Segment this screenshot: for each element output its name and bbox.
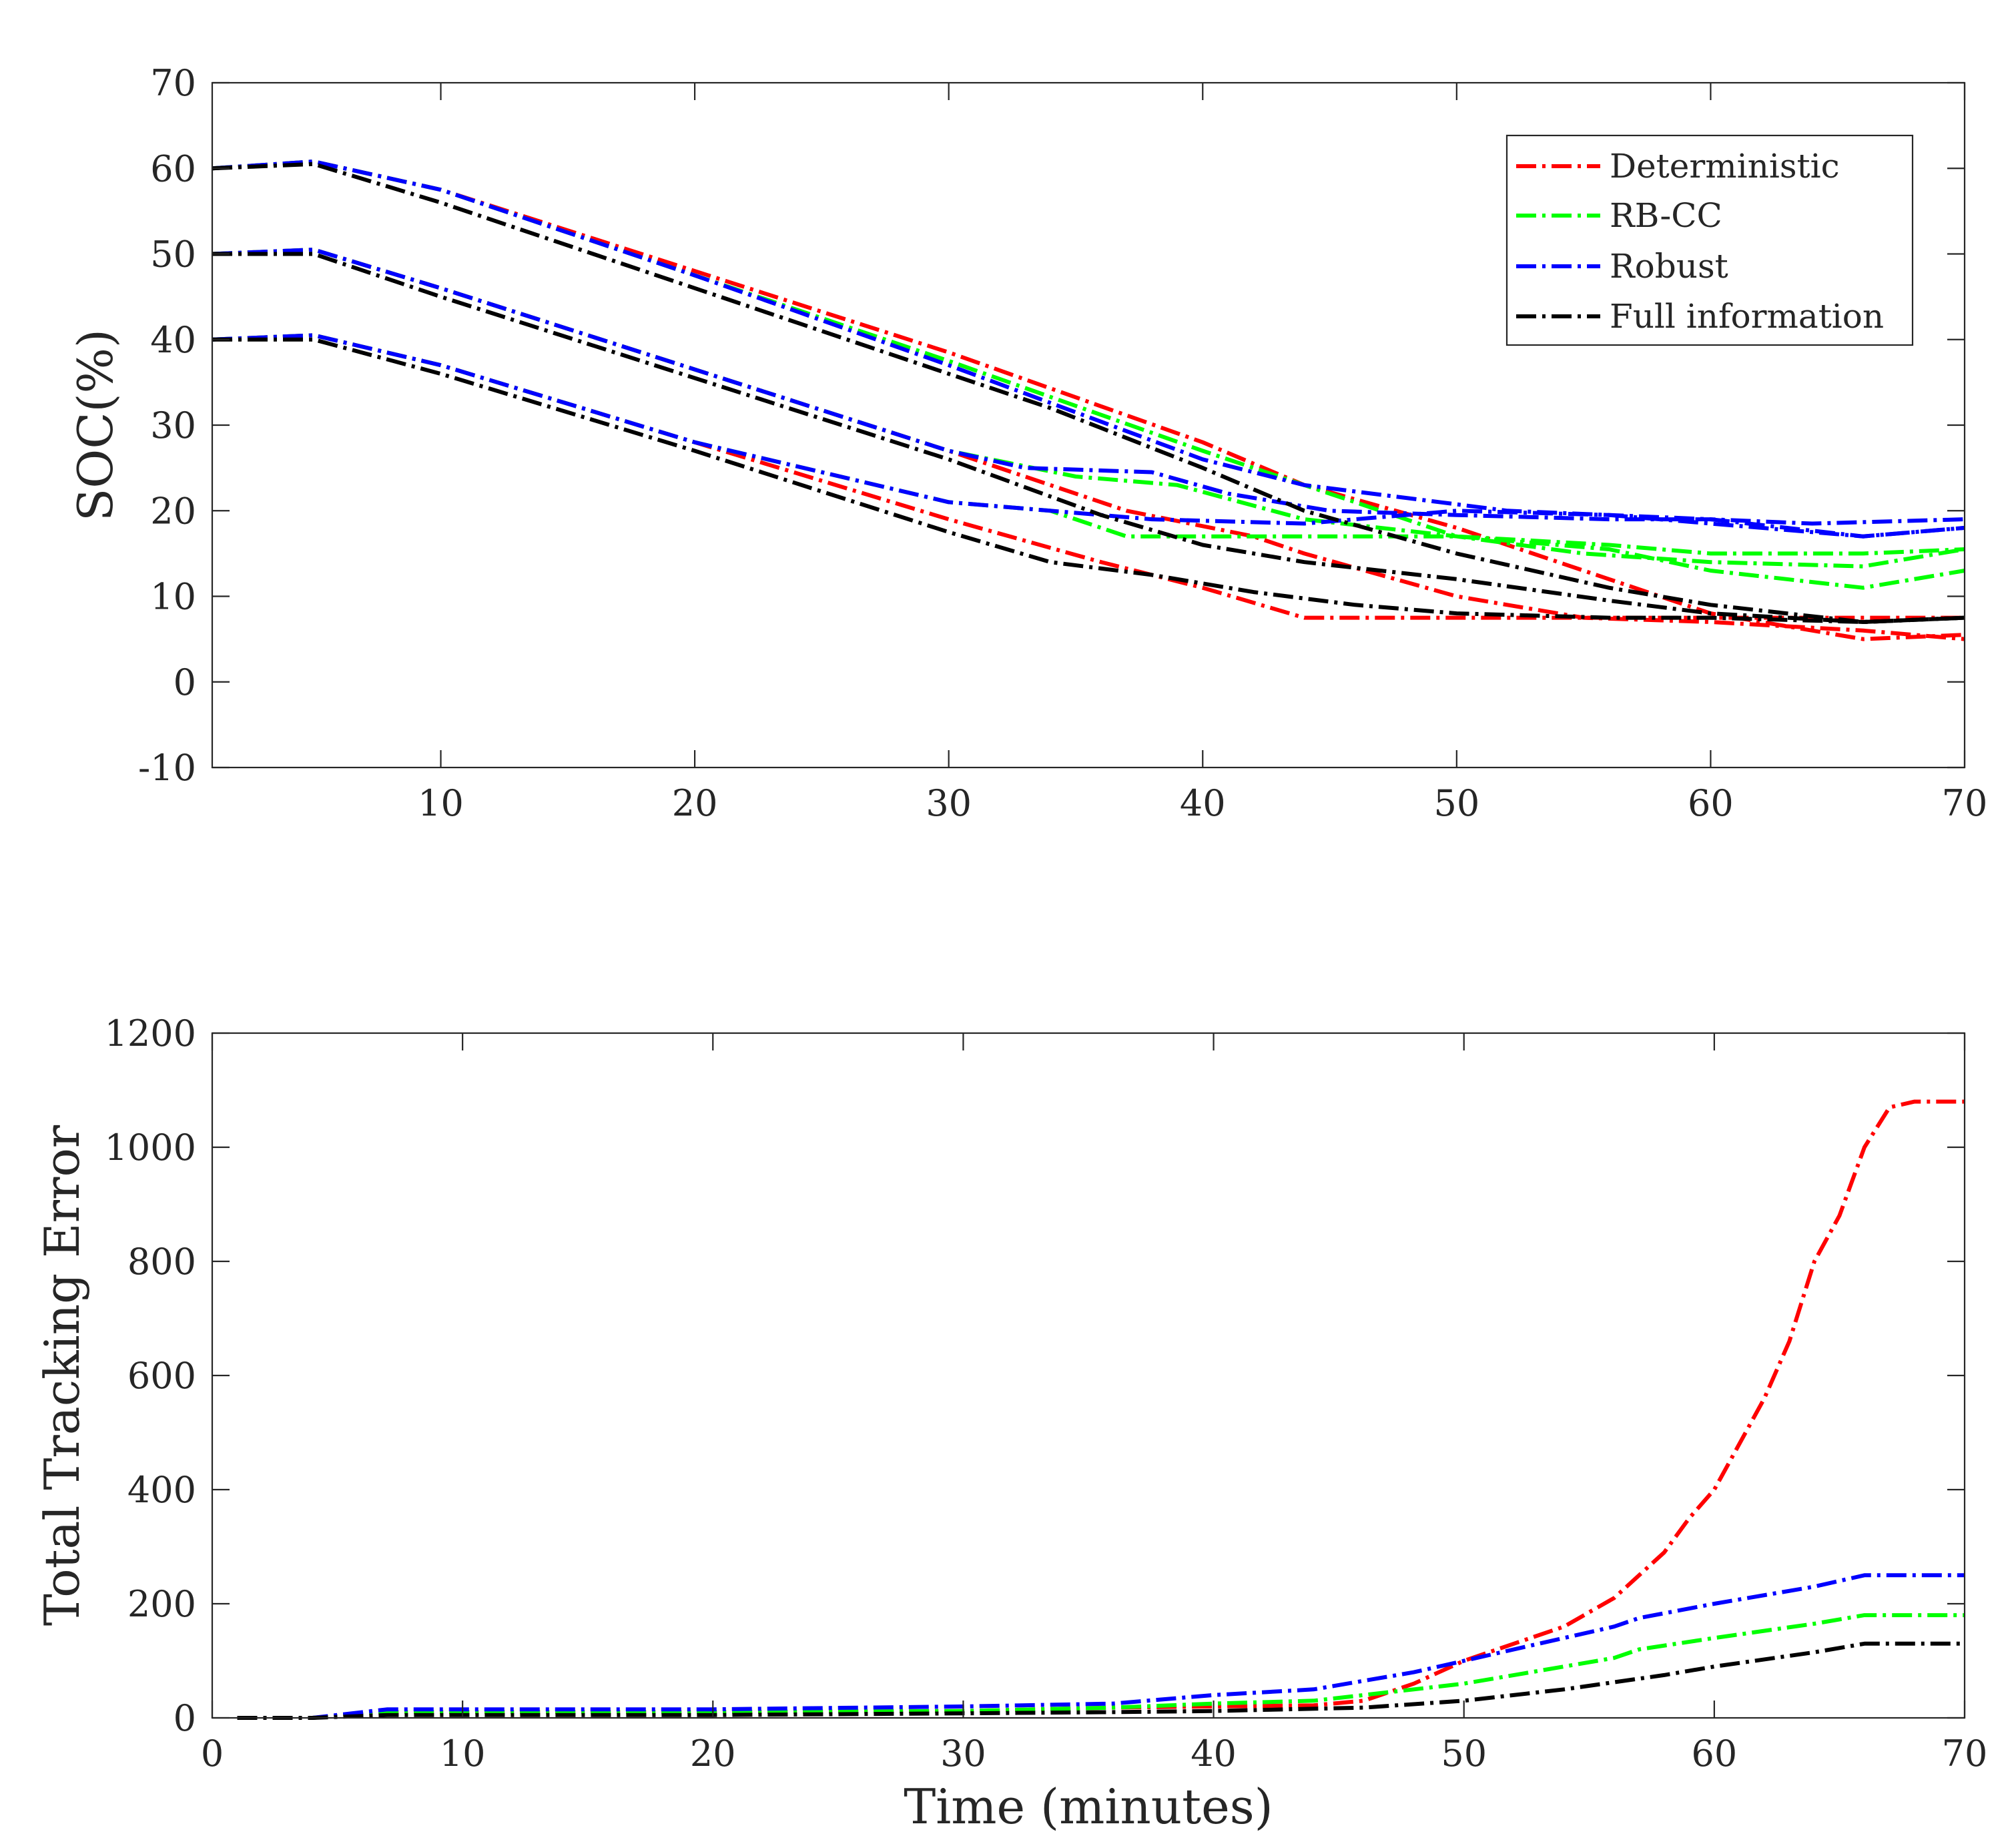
legend: Deterministic RB-CC Robust Full informat… (1505, 134, 1914, 346)
tracking-x-tick-label: 0 (201, 1733, 224, 1775)
tracking-y-tick-label: 1200 (105, 1012, 196, 1054)
tracking-y-tick-label: 0 (174, 1697, 196, 1739)
soc-ticks-layer: 10 20 30 40 50 60 70 -10 0 10 20 30 40 50 60 70 (138, 62, 1987, 824)
tracking-full-information-line-1 (237, 1641, 1965, 1720)
soc-y-tick-label: 20 (150, 490, 196, 532)
soc-x-tick-label: 30 (926, 782, 972, 824)
tracking-x-tick-label: 60 (1691, 1733, 1737, 1775)
soc-y-tick-label: 40 (150, 319, 196, 361)
tracking-x-tick-label: 20 (690, 1733, 736, 1775)
soc-x-tick-label: 70 (1942, 782, 1988, 824)
soc-y-tick-label: 0 (174, 661, 196, 703)
soc-full-information-line-2 (212, 252, 1965, 624)
soc-y-tick-label: 70 (150, 62, 196, 104)
legend-label-deterministic: Deterministic (1610, 147, 1840, 186)
tracking-ticks-layer: 0 10 20 30 40 50 60 70 0 200 400 600 800 1000 1200 (105, 1012, 1988, 1775)
tracking-axes-frame (211, 1032, 1966, 1719)
tracking-x-tick-label: 70 (1942, 1733, 1988, 1775)
soc-y-tick-label: 60 (150, 147, 196, 190)
soc-y-tick-label: 50 (150, 234, 196, 276)
soc-y-tick-label: 10 (150, 576, 196, 618)
soc-rb-cc-line-3 (212, 333, 1965, 590)
soc-x-tick-label: 20 (672, 782, 718, 824)
soc-rb-cc-line-1 (212, 160, 1965, 556)
tracking-robust-line-1 (237, 1573, 1965, 1720)
soc-robust-line-1 (212, 160, 1965, 539)
tracking-x-tick-label: 40 (1191, 1733, 1237, 1775)
tracking-x-axis-title: Time (minutes) (904, 1779, 1273, 1835)
tracking-y-tick-label: 600 (127, 1355, 196, 1397)
soc-rb-cc-line-2 (212, 248, 1965, 569)
soc-y-tick-label: -10 (138, 747, 196, 789)
tracking-error-panel: 0 10 20 30 40 50 60 70 0 200 400 600 800 1000 1200 Tot… (34, 1012, 1987, 1835)
tracking-x-tick-label: 30 (940, 1733, 986, 1775)
soc-x-tick-label: 60 (1688, 782, 1734, 824)
soc-series-layer (212, 160, 1965, 641)
tracking-y-tick-label: 1000 (105, 1127, 196, 1169)
soc-robust-line-3 (212, 333, 1965, 539)
legend-label-full-information: Full information (1610, 297, 1884, 336)
tracking-x-tick-label: 50 (1441, 1733, 1487, 1775)
tracking-y-tick-label: 800 (127, 1241, 196, 1283)
soc-y-tick-label: 30 (150, 404, 196, 446)
tracking-x-tick-label: 10 (440, 1733, 486, 1775)
legend-box (1505, 134, 1914, 346)
soc-x-tick-label: 10 (418, 782, 464, 824)
tracking-y-tick-label: 200 (127, 1583, 196, 1625)
soc-x-tick-label: 40 (1180, 782, 1226, 824)
soc-y-axis-title: SOC(%) (67, 329, 123, 521)
tracking-y-tick-label: 400 (127, 1469, 196, 1511)
soc-deterministic-line-3 (212, 333, 1965, 620)
tracking-rb-cc-line-1 (237, 1613, 1965, 1720)
tracking-y-axis-title: Total Tracking Error (34, 1125, 90, 1626)
tracking-series-layer (237, 1099, 1965, 1720)
soc-full-information-line-1 (212, 162, 1965, 624)
soc-x-tick-label: 50 (1433, 782, 1479, 824)
legend-label-rb-cc: RB-CC (1610, 196, 1722, 235)
soc-full-information-line-3 (212, 337, 1965, 624)
tracking-deterministic-line-1 (237, 1099, 1965, 1720)
legend-label-robust: Robust (1610, 247, 1728, 286)
